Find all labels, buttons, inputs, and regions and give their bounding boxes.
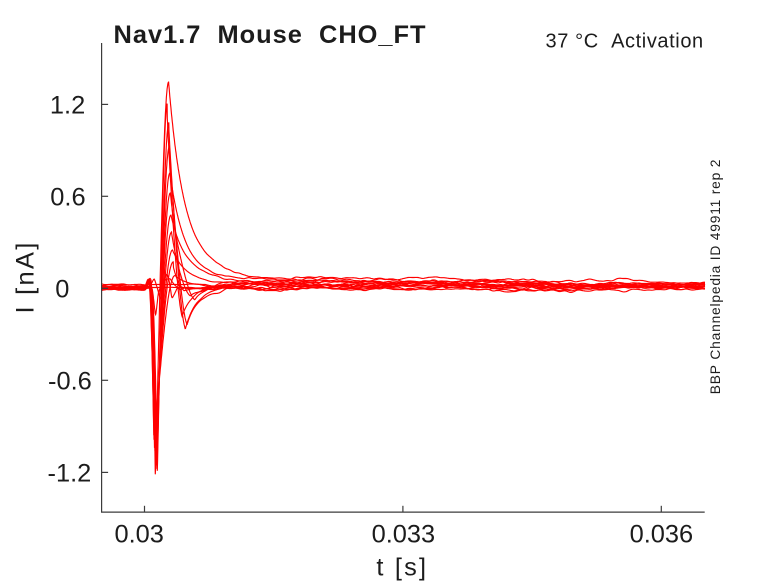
svg-text:t [s]: t [s] (376, 554, 428, 582)
svg-text:0.03: 0.03 (114, 520, 163, 548)
svg-text:0: 0 (55, 275, 69, 303)
svg-text:BBP Channelpedia ID 49911 rep: BBP Channelpedia ID 49911 rep 2 (708, 159, 723, 394)
svg-text:1.2: 1.2 (50, 92, 85, 120)
svg-text:-1.2: -1.2 (48, 460, 92, 488)
svg-text:0.6: 0.6 (50, 184, 85, 212)
svg-text:Nav1.7 Mouse CHO_FT: Nav1.7 Mouse CHO_FT (114, 21, 427, 49)
svg-text:-0.6: -0.6 (48, 367, 92, 395)
svg-text:I [nA]: I [nA] (12, 240, 40, 313)
svg-text:37 °C Activation: 37 °C Activation (546, 30, 704, 52)
svg-text:0.036: 0.036 (630, 520, 694, 548)
svg-text:0.033: 0.033 (372, 520, 436, 548)
